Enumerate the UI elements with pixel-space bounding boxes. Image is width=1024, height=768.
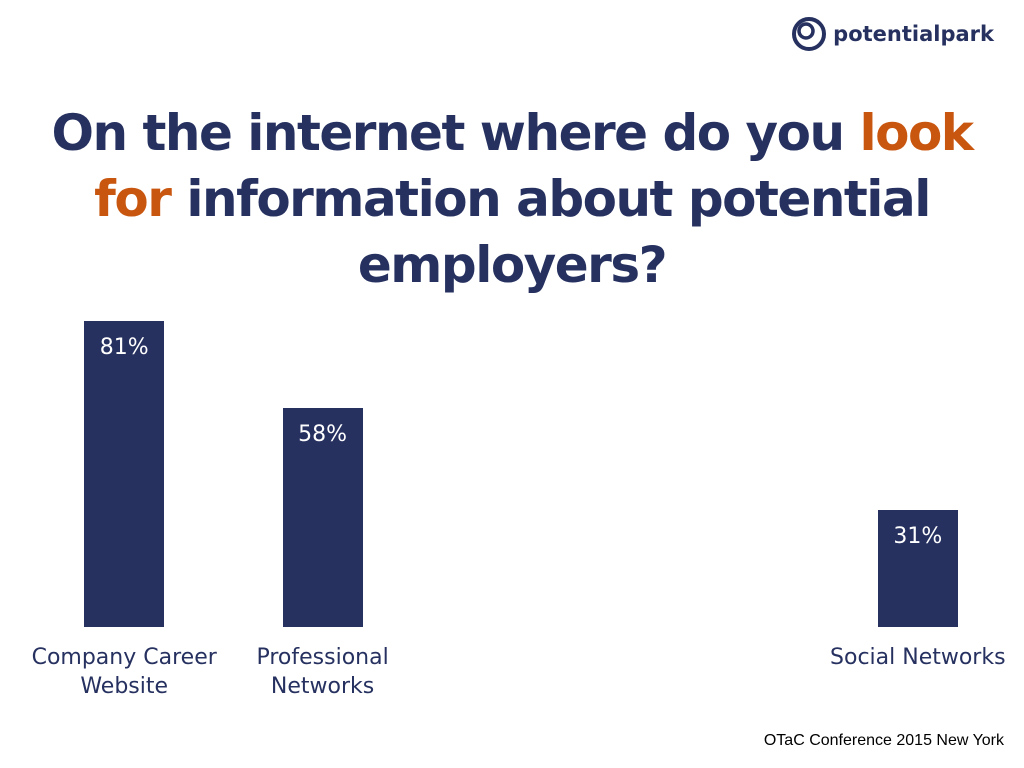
data-label: 81%: [99, 334, 149, 360]
logo-icon: [792, 17, 827, 51]
x-tick-label: Professional Networks: [256, 645, 389, 699]
data-label: 58%: [298, 421, 348, 447]
x-tick-label: Social Networks: [830, 645, 1006, 670]
bar: [282, 407, 363, 627]
logo-text: potentialpark: [833, 22, 994, 46]
title-part: look for: [94, 104, 974, 228]
data-label: 31%: [893, 523, 943, 549]
logo: potentialpark: [791, 16, 994, 52]
bar: [877, 509, 958, 627]
x-tick-label: Company Career Website: [31, 645, 217, 699]
footer: OTaC Conference 2015 New York: [763, 732, 1004, 749]
bar: [84, 320, 165, 627]
chart-title: On the internet where do you look for in…: [40, 100, 984, 298]
title-part: On the internet where do you: [51, 104, 845, 162]
title-part: information about potential employers?: [186, 170, 931, 294]
